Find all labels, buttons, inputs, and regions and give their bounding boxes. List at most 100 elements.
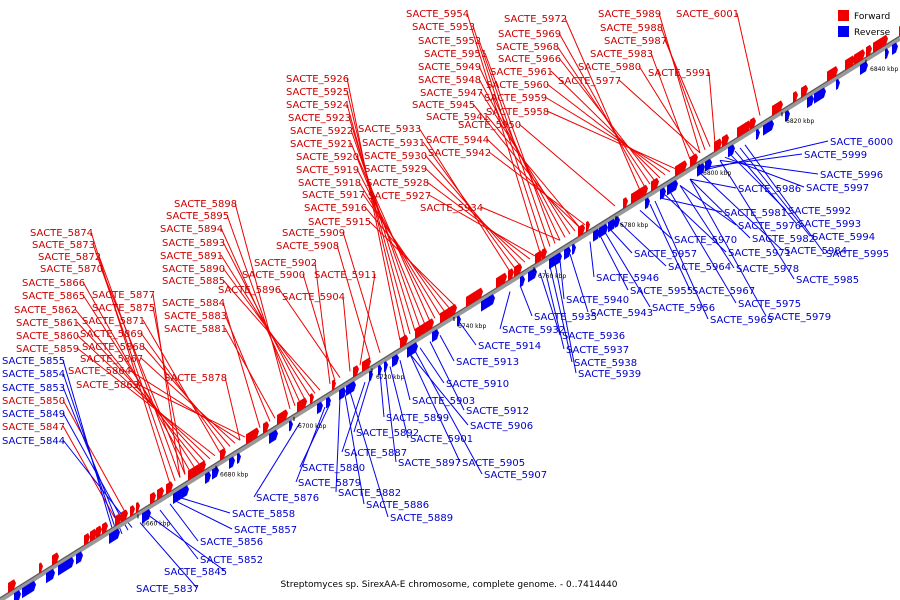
forward-gene-arrow	[197, 460, 206, 475]
forward-leader-line	[128, 369, 241, 441]
reverse-gene-arrow	[289, 420, 293, 432]
reverse-leader-line	[344, 394, 365, 505]
forward-gene-label: SACTE_5928	[366, 178, 429, 189]
reverse-leader-line	[739, 147, 811, 237]
reverse-gene-label: SACTE_5914	[478, 341, 541, 352]
forward-leader-line	[76, 334, 211, 460]
reverse-gene-label: SACTE_5906	[470, 421, 533, 432]
forward-gene-label: SACTE_5922	[290, 126, 353, 137]
forward-gene-label: SACTE_5951	[424, 49, 487, 60]
forward-gene-label: SACTE_5864	[68, 366, 131, 377]
forward-gene-label: SACTE_5930	[364, 151, 427, 162]
forward-gene-arrow	[423, 318, 434, 334]
forward-leader-line	[564, 17, 641, 191]
forward-gene-arrow	[744, 120, 751, 134]
reverse-gene-label: SACTE_5854	[2, 369, 65, 380]
forward-gene-arrow	[542, 247, 547, 260]
forward-gene-arrow	[254, 427, 259, 440]
forward-leader-line	[364, 206, 451, 310]
reverse-gene-label: SACTE_5903	[412, 396, 475, 407]
reverse-gene-label: SACTE_5979	[768, 312, 831, 323]
reverse-leader-line	[719, 160, 795, 280]
forward-gene-label: SACTE_5881	[164, 324, 227, 335]
forward-gene-label: SACTE_5919	[296, 165, 359, 176]
reverse-leader-line	[295, 406, 326, 483]
reverse-gene-label: SACTE_5986	[738, 184, 801, 195]
reverse-gene-label: SACTE_5938	[574, 358, 637, 369]
forward-gene-label: SACTE_5863	[76, 380, 139, 391]
reverse-leader-line	[609, 228, 633, 254]
forward-gene-label: SACTE_5869	[80, 329, 143, 340]
forward-leader-line	[142, 345, 231, 447]
forward-gene-arrow	[263, 421, 269, 434]
forward-leader-line	[224, 376, 241, 441]
forward-gene-label: SACTE_5987	[604, 36, 667, 47]
reverse-leader-line	[62, 386, 123, 535]
forward-leader-line	[518, 123, 616, 207]
forward-gene-label: SACTE_5870	[40, 264, 103, 275]
reverse-leader-line	[409, 353, 461, 463]
reverse-gene-arrow	[836, 78, 840, 91]
reverse-gene-arrow	[67, 557, 74, 571]
reverse-gene-label: SACTE_5889	[390, 513, 453, 524]
forward-leader-line	[664, 39, 711, 147]
reverse-gene-label: SACTE_5965	[710, 315, 773, 326]
forward-gene-label: SACTE_5925	[286, 87, 349, 98]
reverse-gene-label: SACTE_5849	[2, 409, 65, 420]
forward-leader-line	[466, 12, 541, 253]
forward-gene-label: SACTE_5868	[82, 342, 145, 353]
reverse-leader-line	[499, 291, 511, 330]
forward-leader-line	[152, 306, 186, 475]
reverse-gene-label: SACTE_5912	[466, 406, 529, 417]
forward-gene-label: SACTE_5860	[16, 331, 79, 342]
reverse-gene-label: SACTE_5886	[366, 500, 429, 511]
forward-gene-label: SACTE_5878	[164, 373, 227, 384]
reverse-gene-arrow	[520, 275, 525, 288]
forward-gene-label: SACTE_5873	[32, 240, 95, 251]
forward-gene-arrow	[84, 533, 90, 546]
reverse-gene-arrow	[608, 218, 616, 233]
reverse-gene-arrow	[142, 508, 151, 524]
forward-gene-arrow	[827, 66, 838, 82]
reverse-leader-line	[149, 515, 226, 572]
reverse-gene-label: SACTE_5937	[566, 345, 629, 356]
forward-gene-label: SACTE_5900	[242, 270, 305, 281]
forward-leader-line	[424, 167, 526, 263]
forward-gene-label: SACTE_5952	[418, 36, 481, 47]
forward-gene-arrow	[102, 521, 108, 535]
reverse-leader-line	[399, 360, 411, 401]
forward-leader-line	[98, 255, 181, 478]
forward-gene-arrow	[353, 365, 359, 378]
forward-gene-label: SACTE_5890	[162, 264, 225, 275]
forward-gene-arrow	[52, 552, 59, 566]
reverse-leader-line	[599, 235, 629, 291]
forward-leader-line	[314, 261, 331, 385]
reverse-gene-label: SACTE_5946	[596, 273, 659, 284]
forward-gene-label: SACTE_5948	[418, 75, 481, 86]
reverse-gene-label: SACTE_5978	[736, 264, 799, 275]
forward-leader-line	[142, 319, 221, 453]
forward-gene-label: SACTE_5969	[498, 29, 561, 40]
tick-label: 6680 kbp	[220, 472, 248, 479]
reverse-gene-arrow	[432, 329, 439, 343]
forward-gene-arrow	[90, 528, 97, 542]
reverse-leader-line	[559, 260, 565, 300]
reverse-gene-label: SACTE_6000	[830, 137, 893, 148]
forward-gene-arrow	[502, 272, 507, 285]
reverse-gene-label: SACTE_5957	[634, 249, 697, 260]
reverse-leader-line	[414, 350, 483, 475]
forward-leader-line	[618, 79, 701, 154]
forward-gene-label: SACTE_5929	[364, 164, 427, 175]
reverse-leader-line	[639, 210, 673, 240]
reverse-gene-label: SACTE_5905	[462, 458, 525, 469]
reverse-gene-arrow	[339, 387, 346, 401]
forward-leader-line	[558, 32, 646, 188]
reverse-gene-arrow	[860, 61, 868, 76]
reverse-gene-label: SACTE_5970	[674, 235, 737, 246]
forward-leader-line	[346, 103, 411, 335]
forward-leader-line	[82, 281, 191, 472]
forward-leader-line	[222, 267, 316, 394]
reverse-leader-line	[719, 159, 819, 175]
tick-label: 6720 kbp	[376, 374, 404, 381]
forward-gene-label: SACTE_5862	[14, 305, 77, 316]
